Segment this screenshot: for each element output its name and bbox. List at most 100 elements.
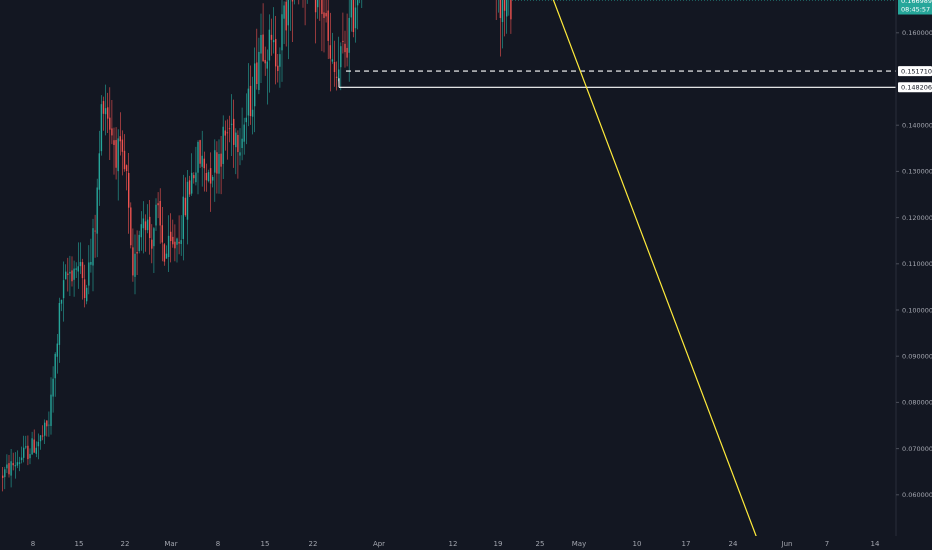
candle-body [275, 38, 277, 67]
price-tick-label: 0.060000 [902, 491, 932, 499]
candle-body [178, 241, 180, 244]
time-label: 14 [871, 540, 880, 548]
candle-body [41, 435, 44, 437]
price-tick-label: 0.080000 [902, 399, 932, 407]
time-label: 15 [261, 540, 270, 548]
candle-body [20, 457, 23, 461]
price-tick-label: 0.120000 [902, 214, 932, 222]
time-axis-bg[interactable] [0, 536, 932, 550]
candle-body [346, 47, 348, 58]
level-price-text: 0.151710 [901, 67, 932, 75]
candle-body [71, 270, 73, 282]
price-tick-label: 0.160000 [902, 29, 932, 37]
candle-body [113, 140, 115, 145]
candle-body [50, 394, 52, 426]
candle-body [501, 0, 504, 23]
candle-body [142, 218, 145, 229]
candle-body [348, 17, 350, 53]
candle-body [140, 224, 142, 238]
candle-body [174, 241, 176, 249]
candle-body [241, 138, 243, 149]
candle-body [136, 252, 138, 254]
candle-body [149, 216, 151, 239]
candle-body [239, 152, 241, 156]
candle-body [340, 46, 342, 68]
candle-body [270, 34, 273, 40]
candle-body [333, 61, 336, 73]
candle-body [109, 117, 111, 130]
candle-body [277, 65, 279, 72]
candle-body [201, 155, 203, 167]
current-price-text: 0.166989 [901, 0, 932, 5]
candle-body [146, 219, 149, 231]
candle-body [161, 225, 163, 243]
countdown-text: 08:45:57 [901, 6, 930, 14]
time-label: May [572, 540, 586, 548]
candle-body [233, 118, 235, 145]
candle-body [199, 140, 201, 164]
candle-body [65, 271, 67, 280]
candle-body [14, 465, 16, 467]
candle-body [220, 153, 222, 167]
time-label: 12 [449, 540, 458, 548]
candle-body [167, 235, 170, 258]
candle-body [218, 153, 220, 174]
candle-body [157, 203, 159, 206]
candles-layer [2, 0, 512, 492]
candle-body [125, 165, 128, 172]
candle-body [138, 234, 140, 252]
candle-body [130, 207, 132, 246]
candle-body [237, 134, 239, 153]
candle-body [44, 422, 46, 436]
candle-body [54, 353, 56, 379]
candle-body [151, 239, 153, 249]
time-label: 7 [825, 540, 829, 548]
candle-body [155, 204, 157, 226]
candle-body [264, 59, 266, 64]
candle-body [56, 343, 58, 357]
candle-body [48, 424, 50, 426]
candle-body [27, 445, 29, 460]
candle-body [287, 0, 289, 26]
time-label: 22 [121, 540, 130, 548]
candle-body [98, 153, 100, 190]
candle-body [83, 279, 86, 298]
trendline[interactable] [399, 0, 759, 542]
candle-body [180, 240, 182, 245]
candle-body [100, 104, 103, 152]
time-label: 24 [729, 540, 738, 548]
candle-body [207, 172, 210, 182]
candle-body [279, 54, 281, 67]
price-tick-label: 0.130000 [902, 168, 932, 176]
candle-body [258, 51, 260, 91]
candle-body [245, 117, 247, 123]
candle-body [222, 126, 224, 164]
candle-body [203, 158, 205, 169]
candle-body [188, 180, 191, 195]
level-price-label [898, 66, 932, 77]
candle-body [285, 1, 287, 31]
candle-body [96, 187, 98, 234]
time-label: 8 [31, 540, 35, 548]
candle-body [249, 85, 252, 117]
candle-body [8, 463, 10, 475]
candle-body [58, 302, 61, 345]
candle-body [342, 40, 344, 42]
candle-body [235, 132, 237, 148]
candle-body [327, 10, 329, 41]
candle-body [75, 268, 77, 270]
candle-body [163, 244, 166, 262]
time-label: 22 [309, 540, 318, 548]
price-tick-label: 0.100000 [902, 306, 932, 314]
candle-body [31, 438, 33, 455]
candle-body [195, 172, 197, 183]
candle-body [243, 124, 245, 142]
candle-body [338, 69, 340, 82]
candle-body [6, 464, 8, 469]
candle-body [86, 287, 88, 302]
candle-body [281, 14, 283, 51]
candle-body [73, 268, 75, 280]
